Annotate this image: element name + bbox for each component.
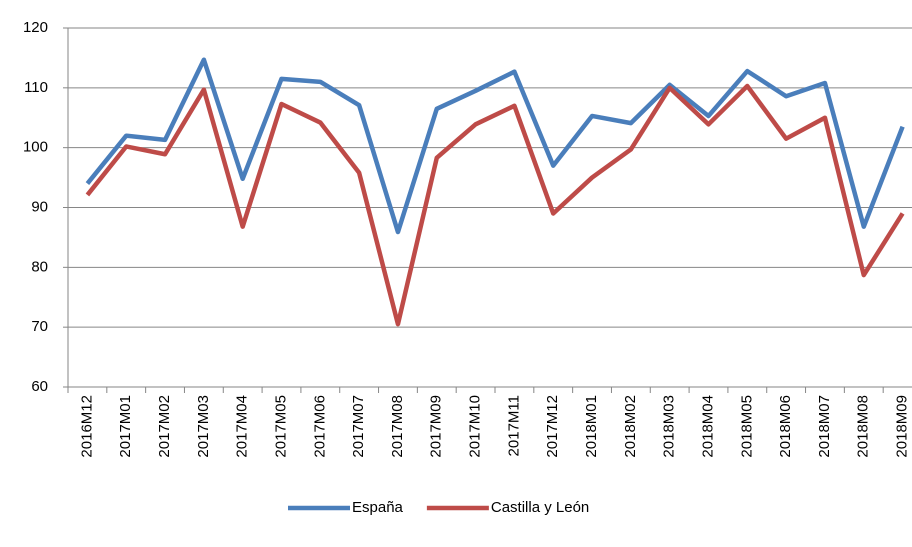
y-tick-label: 60 [31,378,48,395]
x-tick-label: 2018M09 [894,395,911,458]
line-series [85,57,905,235]
x-tick-label: 2018M02 [622,395,639,458]
y-tick-label: 110 [24,79,48,96]
x-tick-label: 2017M01 [117,395,134,458]
y-tick-label: 100 [23,139,48,156]
y-tick-label: 90 [31,198,48,215]
x-tick-label: 2018M07 [816,395,833,458]
x-tick-label: 2017M11 [505,395,522,456]
x-tick-label: 2018M05 [738,395,755,458]
x-tick-label: 2018M04 [699,395,716,458]
x-tick-label: 2018M08 [855,395,872,458]
line-series [85,83,905,327]
x-tick-label: 2017M08 [389,395,406,458]
x-tick-label: 2017M02 [156,395,173,458]
x-tick-label: 2018M01 [583,395,600,458]
x-tick-label: 2017M07 [350,395,367,458]
x-tick-label: 2017M12 [544,395,561,458]
x-tick-label: 2017M10 [467,395,484,458]
x-tick-label: 2018M06 [777,395,794,458]
x-tick-label: 2016M12 [78,395,95,458]
y-tick-label: 70 [31,318,48,335]
x-tick-label: 2017M09 [428,395,445,458]
y-tick-label: 80 [31,258,48,275]
y-tick-label: 120 [23,19,48,36]
legend-label: Castilla y León [491,499,589,516]
x-tick-label: 2018M03 [661,395,678,458]
x-tick-label: 2017M05 [272,395,289,458]
x-tick-label: 2017M04 [234,395,251,458]
legend-label: España [352,499,404,516]
x-tick-label: 2017M06 [311,395,328,458]
x-tick-label: 2017M03 [195,395,212,458]
